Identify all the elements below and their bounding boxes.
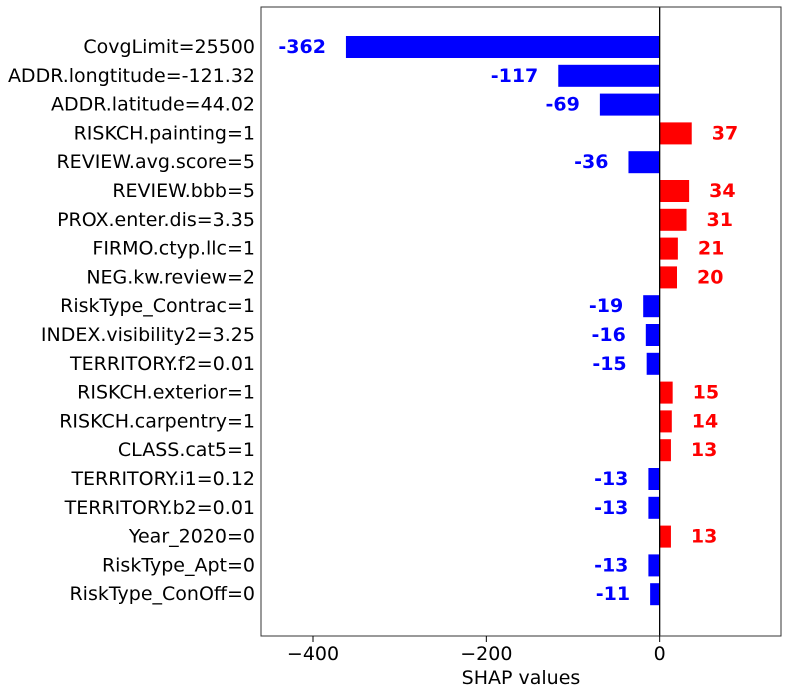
value-label: 31	[707, 209, 733, 231]
value-label: 37	[712, 122, 738, 144]
category-label: TERRITORY.b2=0.01	[64, 497, 255, 519]
value-label: 13	[691, 526, 717, 548]
bar-17	[648, 496, 660, 519]
value-labels: -362 -117 -69 37 -36 34 31 21 20 -19 -16 -15 15 14 13 -…	[278, 36, 738, 605]
value-label: -13	[594, 554, 628, 576]
bar-14	[659, 410, 672, 433]
category-label: CLASS.cat5=1	[118, 439, 255, 461]
category-label: TERRITORY.i1=0.12	[70, 468, 255, 490]
category-label: Year_2020=0	[128, 526, 255, 548]
value-label: -13	[594, 497, 628, 519]
bar-18	[659, 525, 671, 548]
value-label: -117	[491, 65, 539, 87]
bar-4	[659, 122, 692, 145]
value-label: 21	[698, 238, 724, 260]
category-label: RiskType_Apt=0	[102, 554, 255, 576]
category-label: RiskType_Contrac=1	[60, 295, 255, 317]
bar-15	[659, 439, 671, 462]
value-label: 20	[697, 266, 723, 288]
category-label: TERRITORY.f2=0.01	[69, 353, 255, 375]
bar-2	[558, 64, 660, 87]
x-tick-label: −400	[287, 643, 339, 665]
value-label: -69	[546, 94, 580, 116]
x-axis-ticks: −400 −200 0	[287, 636, 666, 665]
category-label: REVIEW.avg.score=5	[56, 151, 255, 173]
value-label: -13	[594, 468, 628, 490]
value-label: -11	[596, 583, 630, 605]
bars-group	[345, 36, 692, 606]
bar-19	[648, 554, 660, 577]
bar-16	[648, 468, 660, 490]
value-label: -36	[574, 151, 608, 173]
bar-9	[659, 266, 677, 289]
bar-3	[599, 93, 660, 116]
category-labels: CovgLimit=25500 ADDR.longtitude=-121.32 AD…	[8, 36, 255, 605]
category-label: RISKCH.exterior=1	[77, 382, 255, 404]
bar-6	[659, 180, 690, 202]
x-tick-label: −200	[460, 643, 512, 665]
value-label: 15	[693, 382, 719, 404]
x-tick-label: 0	[654, 643, 666, 665]
value-label: 13	[691, 439, 717, 461]
category-label: ADDR.latitude=44.02	[51, 94, 255, 116]
category-label: PROX.enter.dis=3.35	[57, 209, 255, 231]
category-label: FIRMO.ctyp.llc=1	[92, 238, 255, 260]
value-label: -19	[589, 295, 623, 317]
bar-13	[659, 381, 673, 404]
bar-7	[659, 208, 687, 231]
x-axis-title: SHAP values	[462, 667, 581, 689]
category-label: RiskType_ConOff=0	[69, 583, 255, 605]
bar-12	[646, 352, 660, 375]
category-label: INDEX.visibility2=3.25	[41, 324, 255, 346]
bar-20	[650, 583, 660, 606]
bar-5	[628, 151, 660, 174]
category-label: NEG.kw.review=2	[86, 266, 255, 288]
bar-10	[643, 295, 660, 318]
bar-8	[659, 237, 678, 260]
value-label: -16	[591, 324, 625, 346]
value-label: 14	[692, 410, 718, 432]
category-label: CovgLimit=25500	[83, 36, 255, 58]
bar-1	[345, 36, 660, 58]
plot-frame	[260, 6, 782, 637]
value-label: -15	[592, 353, 626, 375]
category-label: RISKCH.carpentry=1	[59, 410, 255, 432]
category-label: REVIEW.bbb=5	[112, 180, 255, 202]
value-label: -362	[278, 36, 326, 58]
bar-11	[645, 324, 660, 346]
category-label: ADDR.longtitude=-121.32	[8, 65, 255, 87]
category-label: RISKCH.painting=1	[74, 122, 255, 144]
value-label: 34	[709, 180, 735, 202]
